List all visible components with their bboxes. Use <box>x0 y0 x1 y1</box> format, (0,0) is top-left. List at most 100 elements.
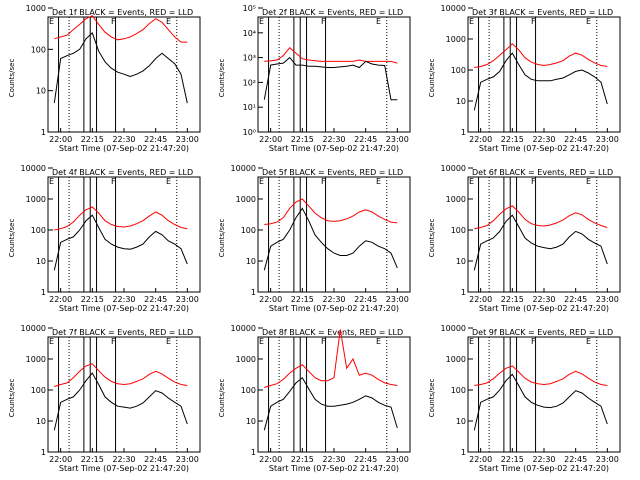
y-tick-label: 10 <box>456 97 466 106</box>
x-tick-label: 22:30 <box>532 455 555 464</box>
y-tick-label: 100 <box>241 386 256 395</box>
x-tick-label: 23:00 <box>176 295 199 304</box>
events-series-line <box>473 52 608 111</box>
marker-e: E <box>469 17 474 26</box>
x-tick-label: 22:30 <box>322 295 345 304</box>
y-tick-label: 1 <box>461 288 466 297</box>
y-tick-label: 1 <box>41 448 46 457</box>
x-tick-label: 22:15 <box>501 455 524 464</box>
x-tick-label: 23:00 <box>386 295 409 304</box>
marker-e: E <box>259 337 264 346</box>
marker-f: F <box>111 17 116 26</box>
x-tick-label: 22:15 <box>291 135 314 144</box>
panel-title: Det 8f BLACK = Events, RED = LLD <box>262 328 403 337</box>
x-tick-label: 22:00 <box>469 295 492 304</box>
panel-title: Det 4f BLACK = Events, RED = LLD <box>52 168 193 177</box>
y-tick-label: 10000 <box>231 324 256 333</box>
x-tick-label: 22:15 <box>291 295 314 304</box>
x-tick-label: 22:30 <box>112 135 135 144</box>
y-tick-label: 10000 <box>21 164 46 173</box>
x-axis-label: Start Time (07-Sep-02 21:47:20) <box>479 304 609 313</box>
marker-e: E <box>469 337 474 346</box>
marker-e: E <box>586 337 591 346</box>
marker-e: E <box>166 177 171 186</box>
y-tick-label: 1 <box>41 288 46 297</box>
marker-f: F <box>321 17 326 26</box>
panel-title: Det 5f BLACK = Events, RED = LLD <box>262 168 403 177</box>
marker-e: E <box>376 17 381 26</box>
x-tick-label: 23:00 <box>596 455 619 464</box>
lld-series-line <box>264 329 398 388</box>
x-axis-label: Start Time (07-Sep-02 21:47:20) <box>59 464 189 473</box>
y-tick-label: 1 <box>461 448 466 457</box>
marker-e: E <box>49 17 54 26</box>
x-axis-label: Start Time (07-Sep-02 21:47:20) <box>59 304 189 313</box>
lld-series-line <box>474 365 608 386</box>
y-tick-label: 1000 <box>446 355 466 364</box>
x-axis-label: Start Time (07-Sep-02 21:47:20) <box>59 144 189 153</box>
y-tick-label: 10⁴ <box>243 29 256 38</box>
y-axis-label: Counts/sec <box>428 59 436 98</box>
y-tick-label: 10 <box>246 417 256 426</box>
events-series-line <box>263 56 398 101</box>
y-axis-label: Counts/sec <box>218 219 226 258</box>
marker-e: E <box>469 177 474 186</box>
x-axis-label: Start Time (07-Sep-02 21:47:20) <box>269 144 399 153</box>
lld-series-line <box>54 206 188 231</box>
y-tick-label: 100 <box>31 386 46 395</box>
y-tick-label: 10000 <box>441 324 466 333</box>
marker-e: E <box>586 17 591 26</box>
x-tick-label: 22:45 <box>354 455 377 464</box>
panel-title: Det 1f BLACK = Events, RED = LLD <box>52 8 193 17</box>
y-axis-label: Counts/sec <box>218 59 226 98</box>
x-tick-label: 22:00 <box>49 455 72 464</box>
x-tick-label: 22:30 <box>532 295 555 304</box>
marker-e: E <box>259 17 264 26</box>
y-tick-label: 1 <box>41 128 46 137</box>
y-tick-label: 10000 <box>441 4 466 13</box>
panel-title: Det 3f BLACK = Events, RED = LLD <box>472 8 613 17</box>
panel-title: Det 6f BLACK = Events, RED = LLD <box>472 168 613 177</box>
x-axis-label: Start Time (07-Sep-02 21:47:20) <box>479 464 609 473</box>
events-series-line <box>263 207 398 271</box>
x-tick-label: 22:00 <box>49 295 72 304</box>
y-tick-label: 1000 <box>26 355 46 364</box>
x-tick-label: 23:00 <box>386 135 409 144</box>
x-tick-label: 22:15 <box>81 455 104 464</box>
panel-title: Det 2f BLACK = Events, RED = LLD <box>262 8 403 17</box>
x-tick-label: 22:45 <box>144 295 167 304</box>
lld-series-line <box>474 205 608 230</box>
events-series-line <box>473 373 608 431</box>
x-tick-label: 22:15 <box>81 295 104 304</box>
x-tick-label: 22:00 <box>259 455 282 464</box>
x-tick-label: 22:30 <box>112 455 135 464</box>
x-tick-label: 23:00 <box>176 455 199 464</box>
events-series-line <box>53 32 188 104</box>
y-tick-label: 10⁰ <box>243 128 256 137</box>
marker-f: F <box>321 177 326 186</box>
y-tick-label: 10¹ <box>243 103 256 112</box>
x-tick-label: 22:30 <box>322 455 345 464</box>
marker-f: F <box>111 177 116 186</box>
events-series-line <box>53 372 188 431</box>
marker-f: F <box>321 337 326 346</box>
lld-series-line <box>474 43 608 68</box>
marker-e: E <box>259 177 264 186</box>
marker-f: F <box>531 17 536 26</box>
marker-f: F <box>111 337 116 346</box>
y-axis-label: Counts/sec <box>8 219 16 258</box>
x-tick-label: 22:45 <box>354 295 377 304</box>
marker-f: F <box>531 337 536 346</box>
lld-series-line <box>54 363 188 387</box>
x-axis-label: Start Time (07-Sep-02 21:47:20) <box>269 464 399 473</box>
x-tick-label: 22:45 <box>354 135 377 144</box>
x-tick-label: 22:00 <box>259 135 282 144</box>
marker-e: E <box>49 177 54 186</box>
y-tick-label: 10 <box>456 257 466 266</box>
y-tick-label: 1 <box>461 128 466 137</box>
y-tick-label: 1000 <box>236 355 256 364</box>
